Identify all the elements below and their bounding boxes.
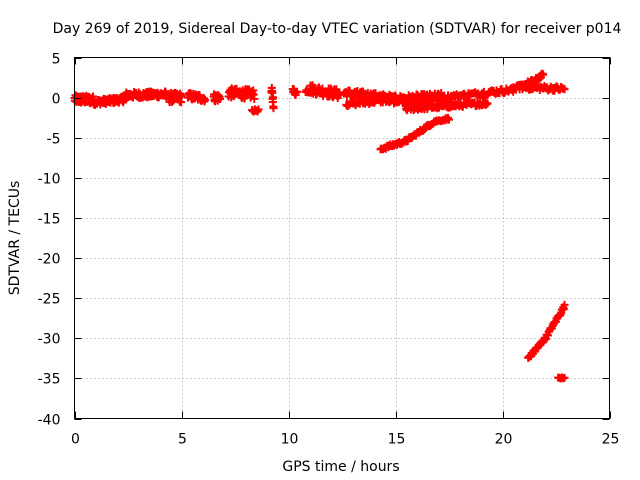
data-point bbox=[177, 92, 186, 101]
x-tick-label: 5 bbox=[178, 432, 187, 448]
data-point bbox=[216, 95, 225, 104]
data-point bbox=[483, 99, 492, 108]
y-tick-label: -30 bbox=[38, 332, 61, 348]
data-point bbox=[201, 95, 210, 104]
x-tick-label: 15 bbox=[388, 432, 406, 448]
x-tick-labels: 0 5 10 15 20 25 bbox=[71, 432, 619, 448]
axis-ticks bbox=[74, 57, 611, 420]
y-tick-label: -15 bbox=[38, 212, 61, 228]
data-point bbox=[560, 85, 569, 94]
data-point bbox=[445, 115, 453, 124]
y-tick-label: -40 bbox=[38, 413, 61, 429]
data-point bbox=[539, 70, 548, 79]
data-point bbox=[269, 93, 278, 102]
data-point bbox=[254, 105, 263, 114]
y-axis-label: SDTVAR / TECUs bbox=[7, 181, 23, 296]
y-tick-label: -25 bbox=[38, 292, 61, 308]
data-points bbox=[70, 69, 569, 383]
x-tick-label: 25 bbox=[602, 432, 620, 448]
data-point bbox=[250, 94, 259, 103]
y-tick-label: -35 bbox=[38, 372, 61, 388]
y-tick-label: -10 bbox=[38, 172, 61, 188]
data-point bbox=[293, 87, 302, 96]
grid-lines bbox=[74, 57, 610, 419]
x-tick-label: 0 bbox=[71, 432, 80, 448]
chart-title: Day 269 of 2019, Sidereal Day-to-day VTE… bbox=[53, 21, 622, 37]
y-tick-label: -5 bbox=[47, 132, 61, 148]
y-tick-labels: -40 -35 -30 -25 -20 -15 -10 -5 0 5 bbox=[38, 52, 61, 429]
data-point bbox=[335, 90, 344, 99]
y-tick-label: -20 bbox=[38, 252, 61, 268]
y-tick-label: 0 bbox=[52, 92, 61, 108]
y-tick-label: 5 bbox=[52, 52, 61, 68]
x-tick-label: 10 bbox=[281, 432, 299, 448]
plot-frame bbox=[74, 57, 610, 419]
data-point bbox=[560, 373, 569, 382]
data-point bbox=[560, 300, 569, 309]
x-axis-label: GPS time / hours bbox=[282, 459, 399, 475]
x-tick-label: 20 bbox=[495, 432, 513, 448]
data-point bbox=[269, 104, 278, 113]
